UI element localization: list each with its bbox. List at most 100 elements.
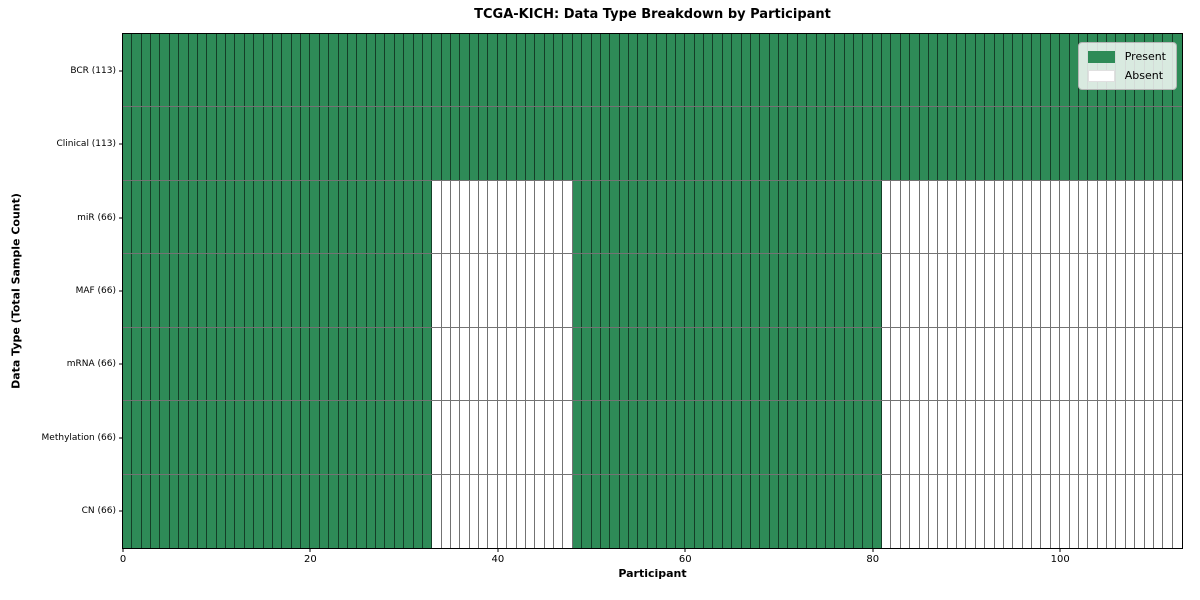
heatmap-cell [779, 327, 789, 401]
heatmap-cell [1163, 474, 1173, 548]
heatmap-cell [291, 327, 302, 401]
heatmap-cell [1163, 180, 1173, 254]
heatmap-cell [591, 107, 601, 180]
heatmap-cell [216, 254, 227, 327]
heatmap-cell [572, 327, 583, 401]
heatmap-cell [1069, 474, 1079, 548]
heatmap-cell [563, 34, 573, 107]
heatmap-cell [844, 254, 854, 327]
heatmap-cell [1032, 474, 1042, 548]
heatmap-cell [938, 474, 948, 548]
heatmap-cell [132, 34, 142, 107]
heatmap-cell [788, 107, 798, 180]
heatmap-cell [928, 254, 939, 327]
heatmap-cell [160, 107, 170, 180]
heatmap-cell [732, 474, 742, 548]
heatmap-cell [853, 254, 864, 327]
heatmap-cell [882, 401, 892, 474]
heatmap-cell [235, 327, 245, 401]
heatmap-cell [497, 34, 508, 107]
heatmap-cell [732, 254, 742, 327]
heatmap-cell [123, 474, 133, 548]
heatmap-cell [141, 34, 152, 107]
heatmap-cell [1088, 107, 1098, 180]
heatmap-cell [544, 474, 555, 548]
heatmap-cell [610, 107, 620, 180]
heatmap-cell [179, 34, 189, 107]
heatmap-cell [1041, 327, 1051, 401]
heatmap-cell [647, 107, 658, 180]
heatmap-cell [582, 180, 592, 254]
heatmap-cell [197, 254, 208, 327]
heatmap-cell [919, 107, 929, 180]
heatmap-cell [1060, 401, 1070, 474]
heatmap-cell [910, 107, 920, 180]
heatmap-cell [123, 107, 133, 180]
heatmap-cell [882, 327, 892, 401]
heatmap-cell [432, 401, 442, 474]
heatmap-cell [151, 34, 161, 107]
heatmap-cell [207, 327, 217, 401]
heatmap-cell [994, 327, 1004, 401]
heatmap-cell [1022, 327, 1033, 401]
heatmap-cell [1172, 474, 1182, 548]
heatmap-cell [788, 180, 798, 254]
heatmap-cell [1013, 254, 1023, 327]
heatmap-cell [647, 401, 658, 474]
heatmap-cell [779, 254, 789, 327]
heatmap-cell [366, 401, 377, 474]
heatmap-cell [675, 474, 686, 548]
present-swatch-icon [1087, 50, 1115, 63]
heatmap-cell [432, 474, 442, 548]
heatmap-cell [610, 254, 620, 327]
heatmap-cell [769, 107, 780, 180]
heatmap-cell [123, 180, 133, 254]
heatmap-cell [872, 474, 883, 548]
heatmap-cell [957, 254, 967, 327]
heatmap-cell [619, 401, 630, 474]
heatmap-cell [694, 474, 705, 548]
heatmap-cell [469, 401, 480, 474]
heatmap-cell [479, 254, 489, 327]
heatmap-cell [1060, 254, 1070, 327]
heatmap-cell [732, 401, 742, 474]
heatmap-cell [394, 107, 405, 180]
heatmap-cell [1003, 401, 1014, 474]
heatmap-cell [835, 34, 845, 107]
heatmap-cell [413, 401, 423, 474]
heatmap-cell [619, 254, 630, 327]
heatmap-cell [957, 474, 967, 548]
heatmap-cell [207, 254, 217, 327]
heatmap-cell [404, 107, 414, 180]
heatmap-cell [1097, 180, 1108, 254]
heatmap-cell [282, 401, 292, 474]
heatmap-cell [1088, 180, 1098, 254]
heatmap-cell [750, 401, 761, 474]
heatmap-cell [151, 401, 161, 474]
heatmap-cell [975, 474, 986, 548]
heatmap-cell [985, 401, 995, 474]
y-tick-mark [119, 143, 123, 145]
heatmap-cell [760, 180, 770, 254]
heatmap-cell [844, 327, 854, 401]
heatmap-cell [994, 474, 1004, 548]
heatmap-cell [685, 254, 695, 327]
heatmap-cell [882, 180, 892, 254]
heatmap-cell [685, 34, 695, 107]
heatmap-cell [1153, 107, 1164, 180]
heatmap-cell [957, 401, 967, 474]
heatmap-cell [713, 254, 723, 327]
heatmap-cell [235, 254, 245, 327]
heatmap-cell [385, 401, 395, 474]
heatmap-cell [675, 401, 686, 474]
heatmap-cell [694, 34, 705, 107]
heatmap-cell [779, 474, 789, 548]
heatmap-cell [975, 34, 986, 107]
heatmap-cell [797, 254, 808, 327]
heatmap-cell [825, 107, 836, 180]
heatmap-cell [319, 327, 330, 401]
heatmap-cell [226, 474, 236, 548]
heatmap-cell [235, 34, 245, 107]
heatmap-cell [694, 254, 705, 327]
heatmap-cell [1097, 107, 1108, 180]
